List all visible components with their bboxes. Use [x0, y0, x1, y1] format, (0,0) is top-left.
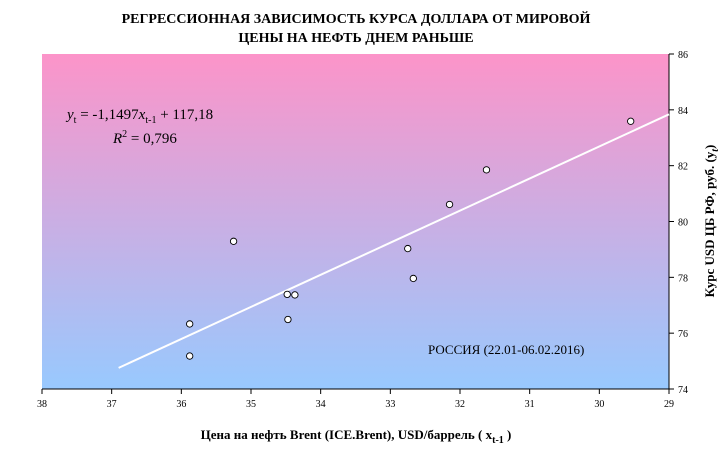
x-tick-label: 29: [664, 399, 674, 410]
x-tick-label: 38: [37, 399, 47, 410]
data-point: [409, 274, 417, 283]
chart-title-line1: РЕГРЕССИОННАЯ ЗАВИСИМОСТЬ КУРСА ДОЛЛАРА …: [122, 10, 591, 27]
x-tick-label: 34: [316, 399, 326, 410]
data-point: [627, 117, 635, 125]
country-annotation: РОССИЯ (22.01-06.02.2016): [428, 342, 584, 357]
plot-area: [42, 54, 669, 389]
y-tick-label: 80: [678, 218, 688, 229]
x-tick-label: 37: [107, 399, 117, 410]
data-point: [186, 352, 194, 360]
data-point: [404, 244, 412, 253]
data-point: [283, 290, 291, 299]
x-tick-label: 30: [594, 399, 604, 410]
r-squared: R2 = 0,796: [112, 129, 177, 147]
x-tick-label: 31: [525, 399, 535, 410]
x-tick-label: 35: [246, 399, 256, 410]
y-axis-title: Курс USD ЦБ РФ, руб. (yt): [702, 145, 721, 298]
data-point: [482, 166, 491, 174]
points-layer: [186, 117, 635, 360]
x-tick-label: 33: [385, 399, 395, 410]
data-point: [186, 320, 194, 328]
x-tick-label: 32: [455, 399, 465, 410]
y-tick-label: 76: [678, 329, 688, 340]
data-point: [291, 291, 299, 299]
y-tick-label: 74: [678, 385, 688, 396]
x-axis-title: Цена на нефть Brent (ICE.Brent), USD/бар…: [201, 427, 512, 446]
trend-layer: [118, 113, 670, 369]
y-ticks: 74 76 78 80 82 84 86: [669, 50, 688, 396]
data-point: [284, 315, 292, 324]
y-tick-label: 86: [678, 50, 688, 61]
data-point: [229, 237, 238, 245]
trend-line: [118, 113, 670, 369]
regression-equation: yt = -1,1497xt-1 + 117,18: [65, 107, 213, 126]
x-ticks: 38 37 36 35 34 33 32 31 30 29: [37, 389, 674, 410]
y-tick-label: 78: [678, 273, 688, 284]
chart-title-line2: ЦЕНЫ НА НЕФТЬ ДНЕМ РАНЬШЕ: [238, 31, 473, 46]
x-tick-label: 36: [176, 399, 186, 410]
data-point: [445, 200, 454, 209]
y-tick-label: 82: [678, 162, 688, 173]
y-tick-label: 84: [678, 106, 688, 117]
